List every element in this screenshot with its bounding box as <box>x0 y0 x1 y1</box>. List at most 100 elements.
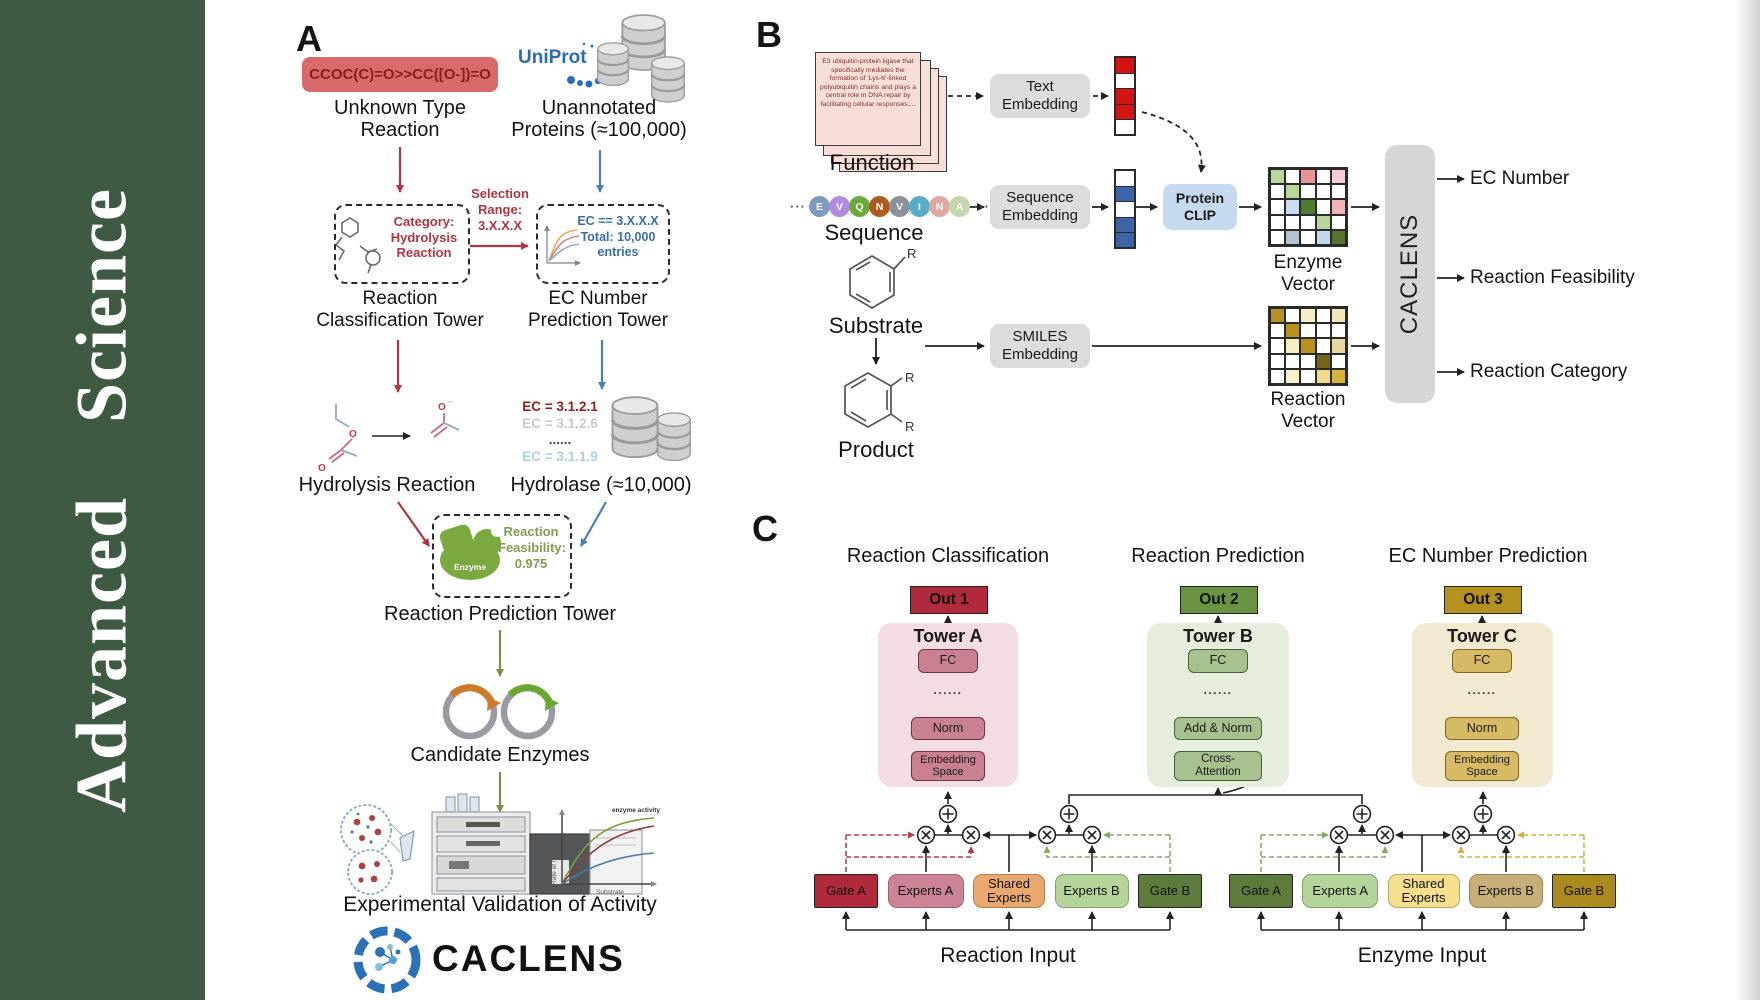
database-stack-icon <box>596 13 686 104</box>
selection-range-label: Selection Range: 3.X.X.X <box>471 186 529 233</box>
grid-cell <box>1315 199 1331 215</box>
grid-cell <box>1285 353 1301 369</box>
out2-box: Out 2 <box>1180 586 1258 614</box>
ec-dashed-box <box>536 204 670 284</box>
enzyme-icon-label: Enzyme <box>454 562 486 572</box>
vector-cell <box>1116 103 1134 119</box>
activity-plot-icon: enzyme activity Substrate Rate of reacti… <box>551 807 660 896</box>
grid-cell <box>1270 368 1286 384</box>
unannotated-proteins-label: Unannotated Proteins (≈100,000) <box>511 97 687 141</box>
molecule-sketch-icon <box>334 217 381 274</box>
grid-cell <box>1285 229 1301 245</box>
grid-cell <box>1285 323 1301 339</box>
hplc-instrument-icon <box>431 793 643 895</box>
panel-b-label: B <box>756 14 782 55</box>
vector-cell <box>1116 118 1134 134</box>
sequence-label: Sequence <box>824 220 924 245</box>
grid-cell <box>1270 214 1286 230</box>
grid-cell <box>1285 368 1301 384</box>
text-embedding-vector <box>1114 56 1136 136</box>
cell-samples-icon <box>340 804 415 895</box>
tower-a-embedding-space: Embedding Space <box>911 751 985 781</box>
caclens-module-label: CACLENS <box>1396 213 1423 335</box>
grid-cell <box>1285 214 1301 230</box>
svg-text:O: O <box>438 402 446 413</box>
grid-cell <box>1315 338 1331 354</box>
grid-cell <box>1330 338 1346 354</box>
tower-c-name: Tower C <box>1447 626 1517 646</box>
plasmid-icons <box>442 684 559 740</box>
tower-b-name: Tower B <box>1183 626 1253 646</box>
grid-cell <box>1300 229 1316 245</box>
plot-xlabel: Substrate <box>596 889 624 896</box>
expert-box: Gate B <box>1138 874 1202 908</box>
tower-a-norm: Norm <box>911 717 985 740</box>
grid-cell <box>1285 199 1301 215</box>
tower-b-add-norm: Add & Norm <box>1174 717 1262 740</box>
vector-cell <box>1116 201 1134 217</box>
grid-cell <box>1300 199 1316 215</box>
out3-box: Out 3 <box>1444 586 1522 614</box>
ec-list-item: EC = 3.1.2.1 <box>522 399 598 414</box>
ec-list-item: EC = 3.1.1.9 <box>522 448 598 464</box>
candidate-enzymes-label: Candidate Enzymes <box>410 744 590 766</box>
panel-a-flow-arrows <box>372 147 607 813</box>
substrate-molecule: R <box>849 246 916 309</box>
function-card: E3 ubiquitin-protein ligase that specifi… <box>815 52 921 146</box>
grid-cell <box>1330 308 1346 324</box>
ec-filter-label: EC == 3.X.X.X Total: 10,000 entries <box>577 214 659 259</box>
grid-cell <box>1315 214 1331 230</box>
title-reaction-classification: Reaction Classification <box>846 545 1050 567</box>
grid-cell <box>1300 323 1316 339</box>
experimental-validation-label: Experimental Validation of Activity <box>343 893 657 916</box>
substrate-r-label: R <box>907 246 916 261</box>
grid-cell <box>1315 184 1331 200</box>
expert-box: Experts A <box>887 874 964 908</box>
expert-box: Experts A <box>1302 874 1379 908</box>
ellipsis-left: ··· <box>790 199 806 214</box>
product-molecule: R R <box>844 370 914 434</box>
page-edge-shadow <box>1735 0 1760 1000</box>
journal-banner: Advanced Science <box>0 0 205 1000</box>
tower-a-fc: FC <box>918 649 978 673</box>
grid-cell <box>1300 308 1316 324</box>
residue-circle: Q <box>849 196 870 217</box>
grid-cell <box>1315 323 1331 339</box>
panel-a-label: A <box>296 18 322 59</box>
caclens-wordmark: CACLENS <box>432 938 625 979</box>
grid-cell <box>1285 184 1301 200</box>
residue-circle: V <box>829 196 850 217</box>
product-label: Product <box>838 437 914 462</box>
grid-cell <box>1330 353 1346 369</box>
enzyme-icon: Enzyme <box>439 524 503 580</box>
grid-cell <box>1300 169 1316 185</box>
vector-cell <box>1116 88 1134 104</box>
output-reaction-feasibility: Reaction Feasibility <box>1470 267 1635 288</box>
function-label: Function <box>829 150 915 175</box>
grid-cell <box>1270 353 1286 369</box>
tower-b-dots: ...... <box>1203 683 1233 697</box>
reaction-vector-grid <box>1268 306 1348 386</box>
ec-list-item: EC = 3.1.2.6 <box>522 415 598 431</box>
title-reaction-prediction: Reaction Prediction <box>1131 545 1305 567</box>
grid-cell <box>1285 338 1301 354</box>
grid-cell <box>1300 184 1316 200</box>
grid-cell <box>1315 169 1331 185</box>
tower-a-dots: ...... <box>933 683 963 697</box>
sequence-embedding-vector <box>1114 169 1136 249</box>
sequence-embedding-box: Sequence Embedding <box>990 185 1090 229</box>
enzyme-input-label: Enzyme Input <box>1357 944 1487 967</box>
residue-circle: V <box>889 196 910 217</box>
hydrolase-database-icon <box>610 395 692 462</box>
feasibility-label: Reaction Feasibility: 0.975 <box>498 524 566 571</box>
ec-number-list: EC = 3.1.2.1 EC = 3.1.2.6...... EC = 3.1.1… <box>515 399 605 465</box>
grid-cell <box>1330 214 1346 230</box>
output-reaction-category: Reaction Category <box>1470 361 1628 382</box>
grid-cell <box>1270 323 1286 339</box>
vector-cell <box>1116 58 1134 74</box>
grid-cell <box>1330 323 1346 339</box>
expert-box: Experts B <box>1468 874 1543 908</box>
enzyme-vector-grid <box>1268 167 1348 247</box>
caclens-module: CACLENS <box>1385 145 1435 403</box>
